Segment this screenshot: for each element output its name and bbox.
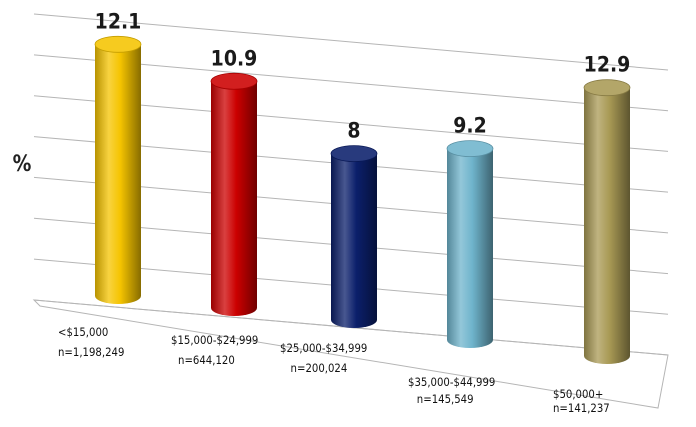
category-label: $35,000-$44,999 n=145,549 [408, 372, 495, 409]
chart-value-labels: 12.1 10.9 8 9.2 12.9 [95, 8, 631, 143]
bar-top [210, 72, 258, 90]
value-label: 12.1 [95, 8, 142, 33]
category-name: $35,000-$44,999 [408, 375, 496, 389]
category-name: <$15,000 [58, 325, 109, 339]
bar-top [446, 140, 494, 158]
category-label: $50,000+ n=141,237 [553, 384, 610, 418]
category-label: <$15,000 n=1,198,249 [58, 322, 124, 362]
value-label: 9.2 [453, 113, 486, 138]
category-name: $15,000-$24,999 [171, 333, 259, 347]
bar-top [94, 35, 142, 53]
bar-top [330, 145, 378, 163]
category-count: n=145,549 [416, 392, 474, 406]
y-axis-label: % [12, 152, 32, 177]
bar-body [211, 81, 257, 316]
bar [583, 79, 631, 365]
category-count: n=200,024 [290, 361, 348, 375]
bar [446, 140, 494, 348]
category-count: n=1,198,249 [58, 345, 125, 359]
bar [94, 35, 142, 304]
category-label: $15,000-$24,999 n=644,120 [171, 330, 258, 370]
category-name: $50,000+ [553, 387, 604, 401]
value-label: 10.9 [211, 45, 258, 70]
bar-body [447, 148, 493, 348]
bar-body [331, 153, 377, 328]
category-label: $25,000-$34,999 n=200,024 [280, 338, 367, 378]
bar [210, 72, 258, 316]
value-label: 12.9 [584, 52, 631, 77]
bar [330, 145, 378, 328]
category-name: $25,000-$34,999 [280, 341, 368, 355]
bar-body [95, 44, 141, 304]
category-count: n=644,120 [178, 353, 235, 367]
category-count: n=141,237 [553, 401, 610, 415]
chart-bars [94, 35, 631, 365]
bar-body [584, 87, 630, 365]
value-label: 8 [347, 118, 360, 143]
bar-top [583, 79, 631, 97]
gridline [33, 13, 669, 71]
